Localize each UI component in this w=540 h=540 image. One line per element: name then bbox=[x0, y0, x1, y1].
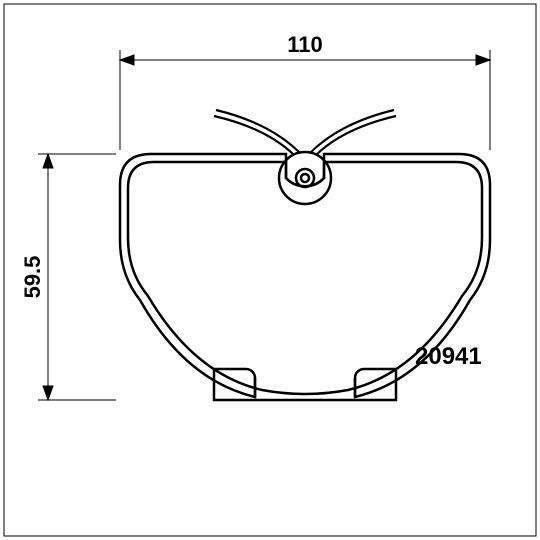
frame-border bbox=[4, 4, 536, 536]
dimension-width bbox=[120, 50, 490, 150]
part-number: 20941 bbox=[415, 343, 482, 370]
spring-clip bbox=[214, 110, 396, 155]
dimension-height bbox=[38, 154, 116, 400]
drawing-canvas: 110 59.5 20941 bbox=[0, 0, 540, 540]
technical-drawing: 110 59.5 20941 bbox=[0, 0, 540, 540]
dimension-height-value: 59.5 bbox=[20, 256, 45, 299]
dimension-width-value: 110 bbox=[287, 32, 323, 57]
